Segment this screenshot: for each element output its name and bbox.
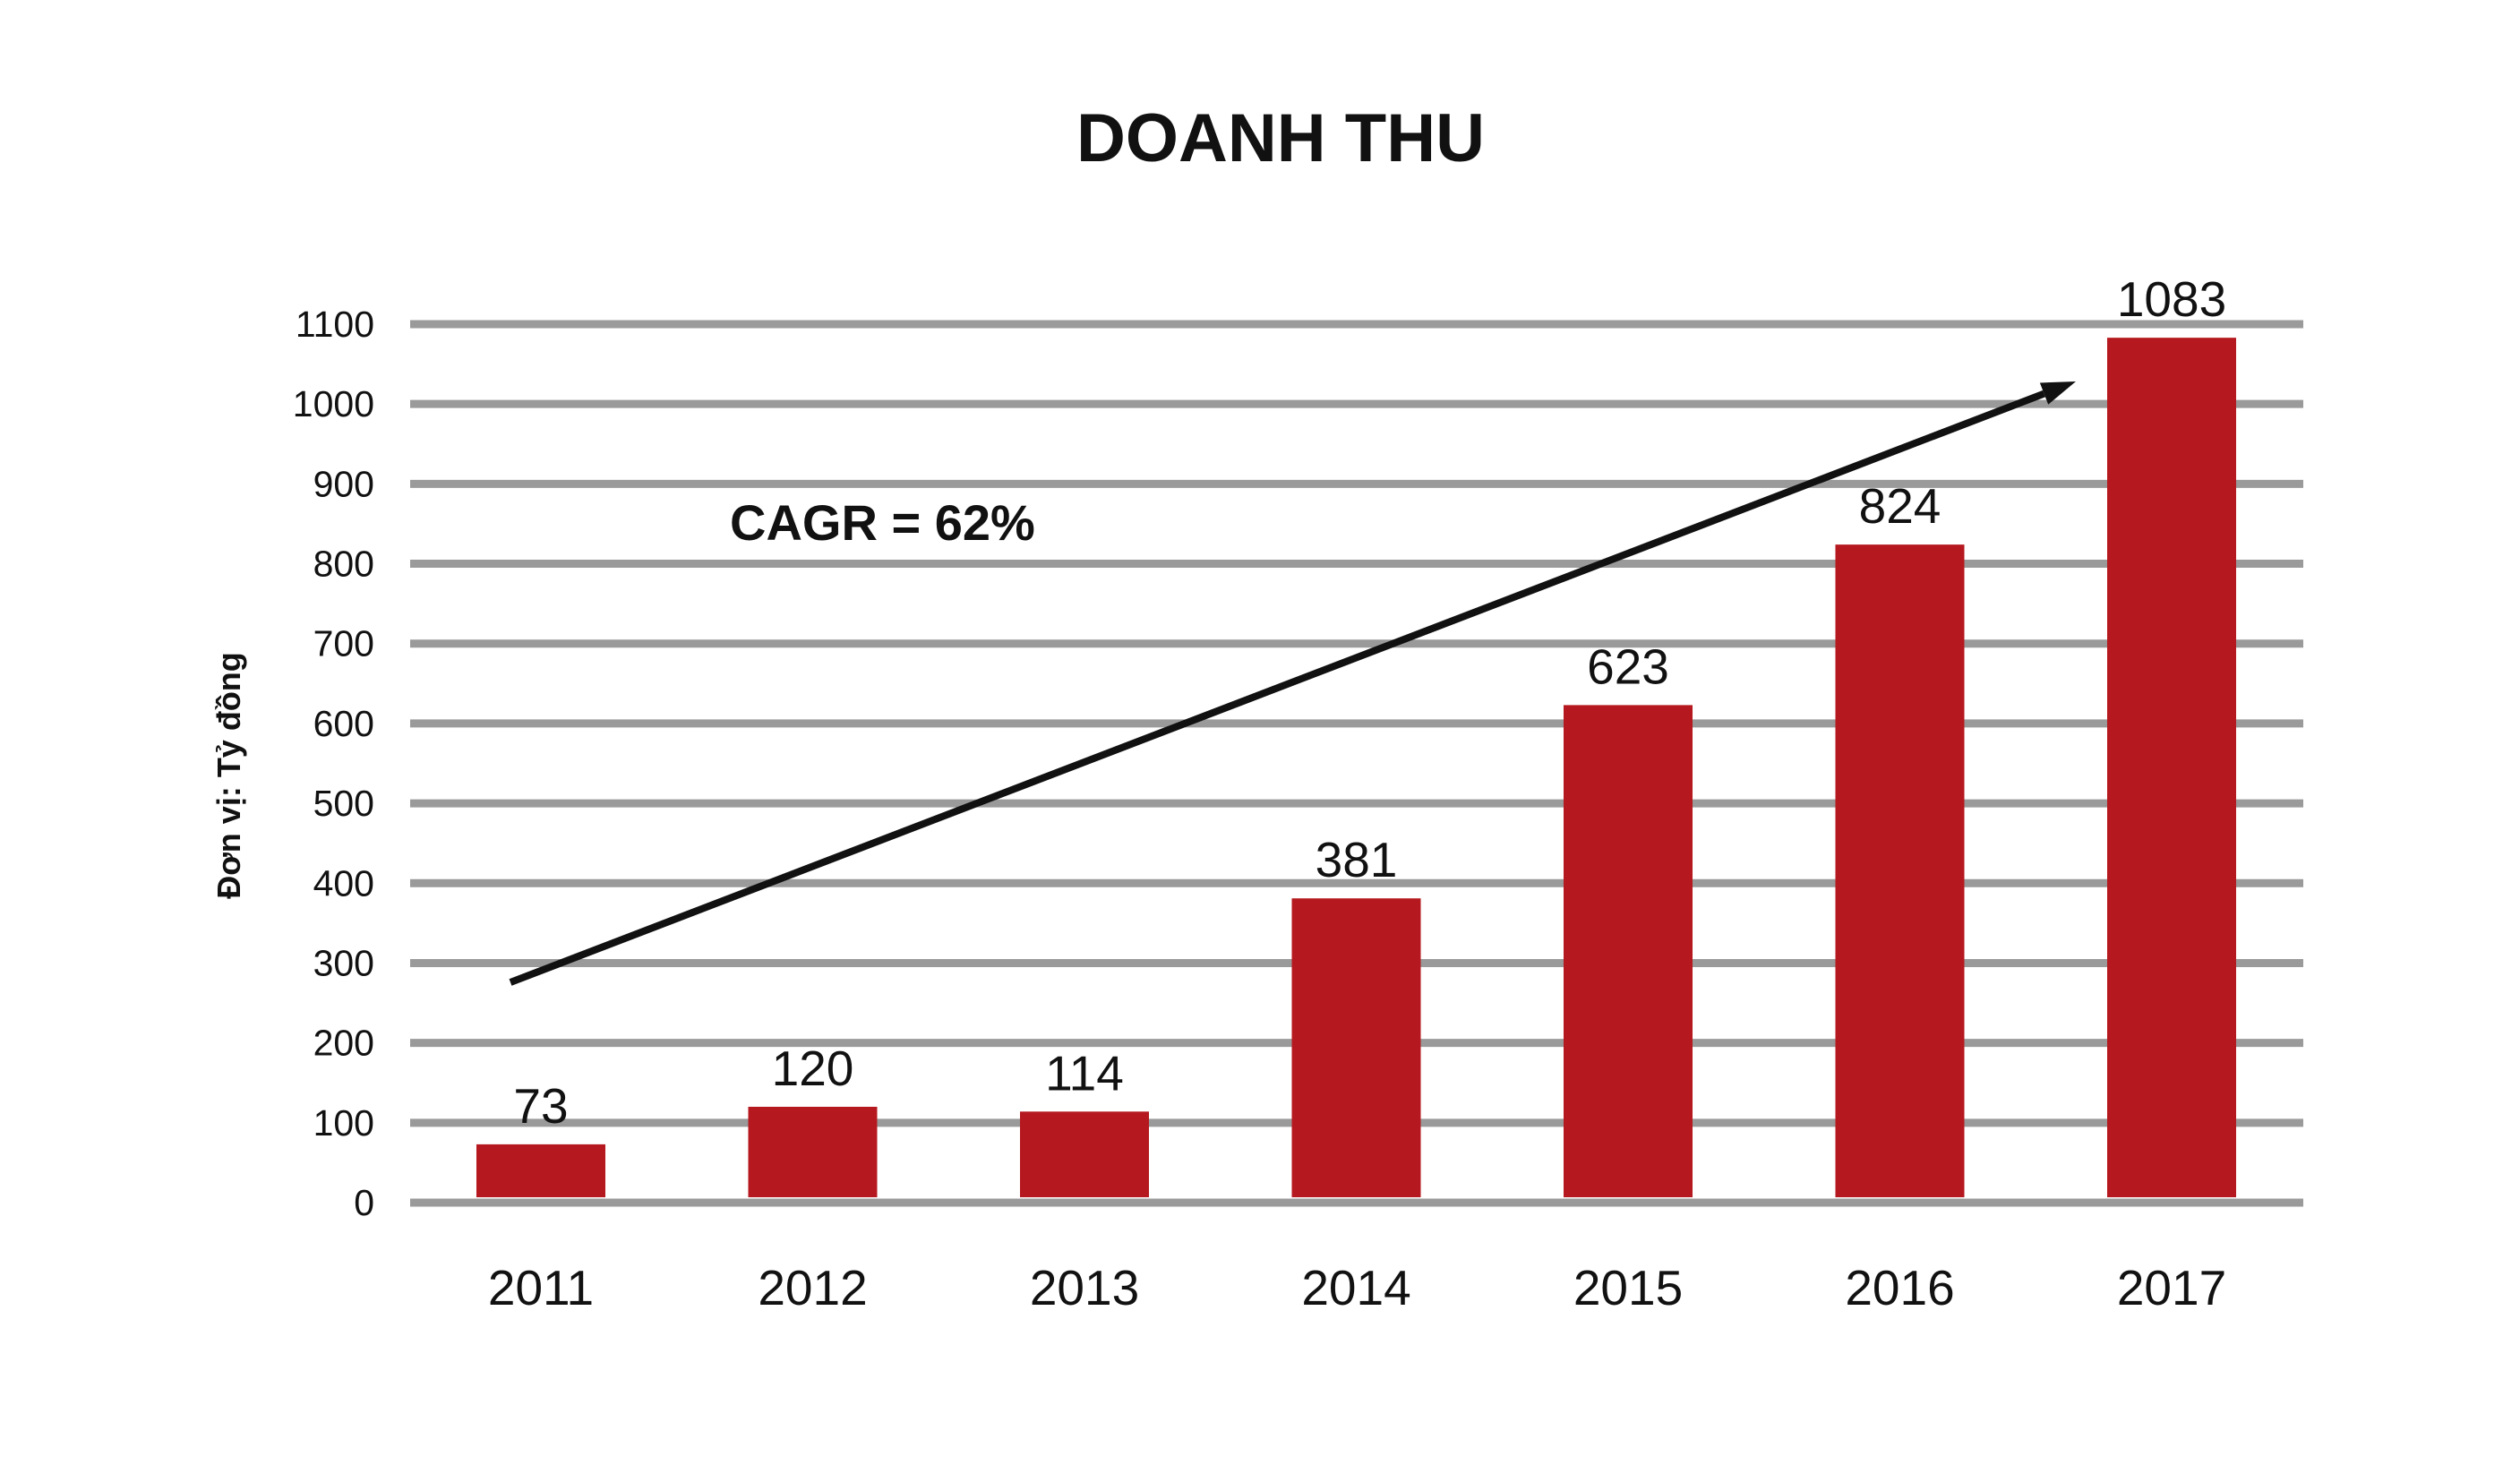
y-tick-label: 200 (313, 1023, 374, 1064)
data-labels: 73 120 114 381 623 824 1083 (513, 271, 2226, 1134)
x-tick-label: 2016 (1845, 1260, 1954, 1315)
bar-2016 (1835, 544, 1965, 1197)
bar-series (476, 338, 2236, 1198)
y-tick-label: 1100 (296, 304, 374, 345)
trend-arrow-line (509, 390, 2045, 986)
data-label-2016: 824 (1859, 478, 1941, 534)
bar-2014 (1291, 898, 1421, 1197)
data-label-2017: 1083 (2117, 271, 2226, 327)
cagr-trend-arrow (509, 381, 2076, 986)
y-axis-ticks: 0 100 200 300 400 500 600 700 800 900 1000 1100 (293, 304, 374, 1223)
x-tick-label: 2011 (488, 1260, 594, 1315)
x-tick-label: 2015 (1573, 1260, 1683, 1315)
bar-2013 (1020, 1111, 1149, 1197)
data-label-2013: 114 (1045, 1045, 1124, 1101)
y-tick-label: 700 (313, 623, 374, 664)
y-tick-label: 500 (313, 783, 374, 824)
bar-2011 (476, 1144, 605, 1197)
y-tick-label: 100 (313, 1102, 374, 1144)
cagr-annotation: CAGR = 62% (730, 494, 1035, 551)
y-tick-label: 600 (313, 703, 374, 744)
y-tick-label: 800 (313, 544, 374, 585)
trend-arrow-head (2039, 381, 2076, 405)
y-tick-label: 900 (313, 463, 374, 504)
y-axis-label: Đơn vị: Tỷ đồng (210, 652, 247, 899)
x-axis-ticks: 2011 2012 2013 2014 2015 2016 2017 (488, 1260, 2226, 1315)
gridlines (410, 320, 2303, 1207)
data-label-2015: 623 (1587, 638, 1669, 694)
x-tick-label: 2014 (1301, 1260, 1410, 1315)
bar-2012 (748, 1106, 878, 1197)
y-tick-label: 0 (354, 1182, 374, 1223)
y-tick-label: 1000 (293, 383, 374, 424)
x-tick-label: 2012 (758, 1260, 867, 1315)
data-label-2014: 381 (1316, 832, 1398, 887)
y-tick-label: 400 (313, 862, 374, 904)
x-tick-label: 2013 (1030, 1260, 1139, 1315)
y-tick-label: 300 (313, 942, 374, 983)
data-label-2011: 73 (513, 1078, 568, 1134)
data-label-2012: 120 (772, 1041, 854, 1096)
bar-2017 (2107, 338, 2236, 1198)
x-tick-label: 2017 (2117, 1260, 2226, 1315)
bar-2015 (1564, 705, 1693, 1197)
chart-title: DOANH THU (1076, 100, 1485, 176)
